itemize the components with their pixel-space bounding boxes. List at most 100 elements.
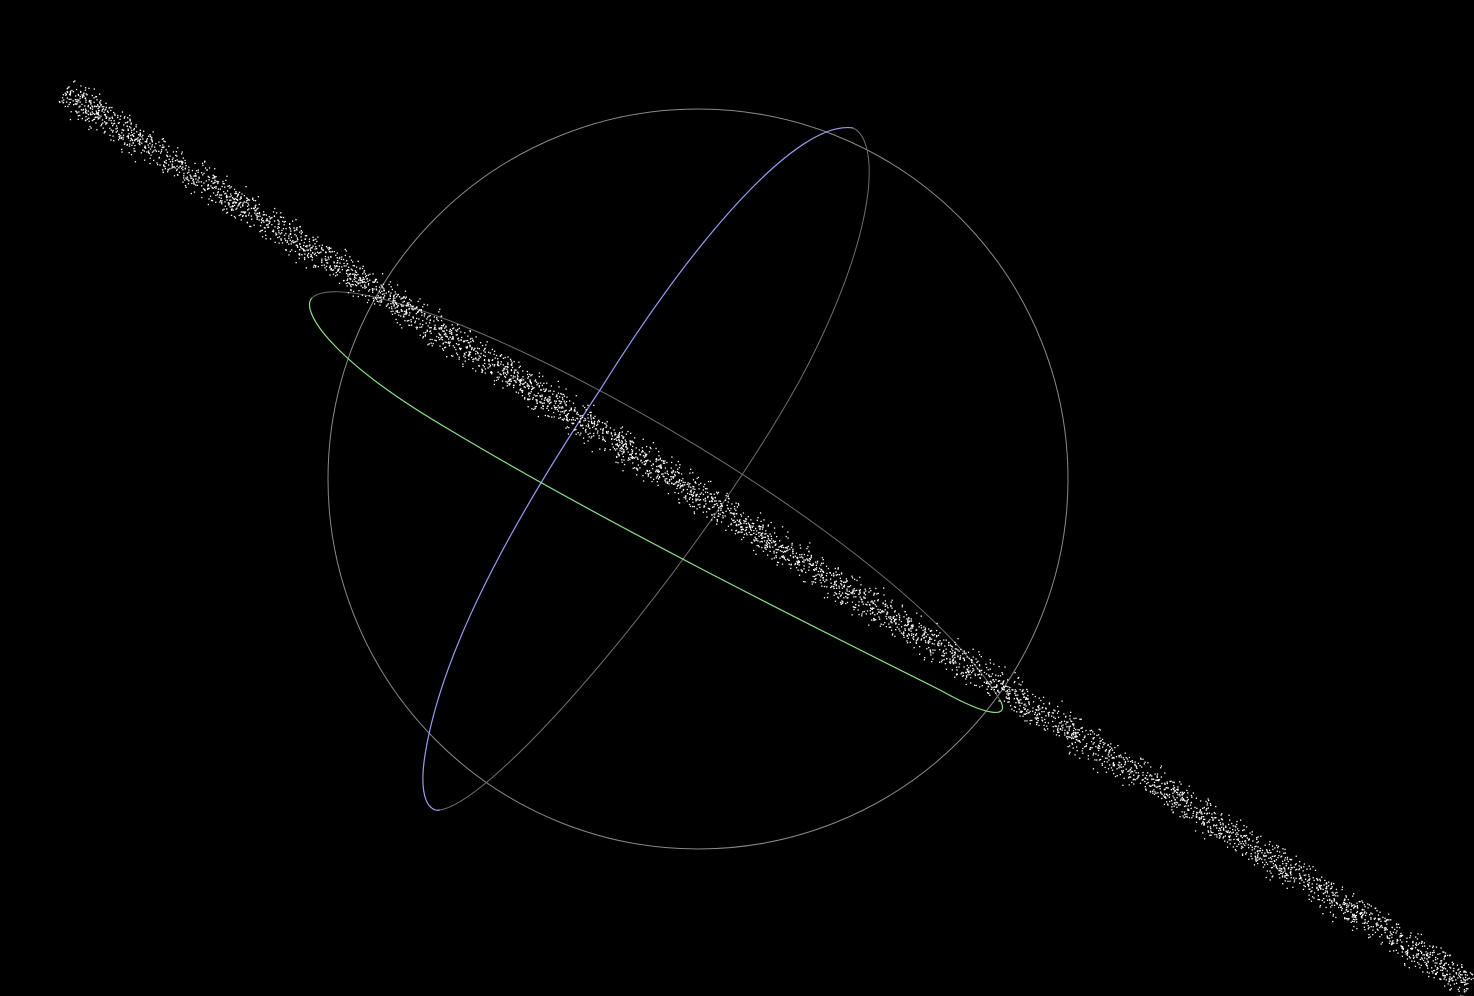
point (513, 360, 515, 363)
point (733, 519, 735, 521)
point (1418, 942, 1421, 944)
point (792, 553, 794, 555)
point (402, 301, 404, 303)
point (801, 569, 803, 572)
point (1200, 812, 1202, 814)
trackball-sphere-outline[interactable] (327, 108, 1069, 850)
rotation-ring-y[interactable] (308, 297, 1003, 713)
point (598, 421, 601, 423)
point (210, 180, 213, 183)
point (1281, 855, 1283, 857)
point (840, 583, 842, 585)
point (1082, 747, 1084, 750)
point (621, 461, 623, 463)
point (464, 357, 466, 359)
point (540, 389, 543, 391)
point (847, 594, 849, 596)
point (248, 212, 250, 214)
point (196, 184, 198, 186)
point (1343, 912, 1345, 915)
point (989, 659, 991, 661)
point (1113, 765, 1115, 767)
point (625, 440, 627, 443)
point (378, 301, 380, 303)
point (181, 151, 183, 153)
point (1299, 861, 1301, 863)
point (417, 300, 419, 303)
point (799, 544, 801, 546)
point (727, 507, 729, 509)
point (95, 96, 98, 98)
point (687, 482, 689, 484)
point (1256, 842, 1258, 844)
point (351, 280, 354, 282)
point (1347, 919, 1349, 921)
point (556, 408, 558, 411)
point (996, 684, 998, 687)
point (545, 388, 547, 390)
point (704, 483, 706, 486)
point (837, 596, 839, 598)
point (557, 392, 560, 394)
point (655, 447, 657, 450)
point (469, 351, 472, 353)
point (1354, 919, 1356, 921)
point (690, 486, 692, 488)
point (204, 160, 206, 162)
point (886, 613, 888, 615)
point (637, 464, 639, 466)
point (786, 546, 788, 548)
point (1146, 778, 1148, 780)
point (1282, 883, 1284, 885)
point (1180, 783, 1182, 785)
point (419, 323, 421, 325)
point (903, 632, 905, 634)
point (762, 524, 764, 526)
point (1097, 747, 1099, 749)
point (204, 189, 206, 192)
point (222, 180, 224, 183)
point (1323, 901, 1325, 903)
point (769, 546, 771, 548)
point (305, 245, 307, 248)
point (162, 138, 164, 140)
point (1080, 718, 1082, 720)
point (1386, 929, 1388, 931)
point (721, 511, 724, 513)
point (1124, 752, 1126, 754)
point (130, 123, 132, 125)
point (797, 561, 800, 563)
point (776, 564, 778, 566)
point (247, 199, 249, 201)
point (68, 98, 70, 100)
rotation-ring-x[interactable] (422, 127, 854, 811)
point (1026, 688, 1028, 691)
point (172, 151, 175, 153)
rotation-gizmo[interactable] (308, 108, 1069, 850)
point (367, 299, 370, 301)
point (69, 93, 71, 95)
point (176, 168, 178, 170)
point (713, 513, 715, 515)
point (62, 102, 64, 104)
point (1444, 985, 1446, 987)
point (1237, 838, 1239, 840)
point (568, 427, 570, 429)
point (274, 226, 276, 228)
point (338, 266, 340, 268)
point (1203, 838, 1206, 840)
point (210, 199, 213, 202)
point (798, 560, 800, 563)
point (1343, 901, 1345, 904)
point (183, 175, 185, 177)
point (683, 496, 685, 499)
point (980, 674, 982, 676)
point (455, 334, 457, 336)
point (141, 142, 143, 144)
point (1177, 789, 1179, 791)
point (150, 154, 152, 156)
point (132, 142, 134, 144)
point (449, 330, 451, 332)
